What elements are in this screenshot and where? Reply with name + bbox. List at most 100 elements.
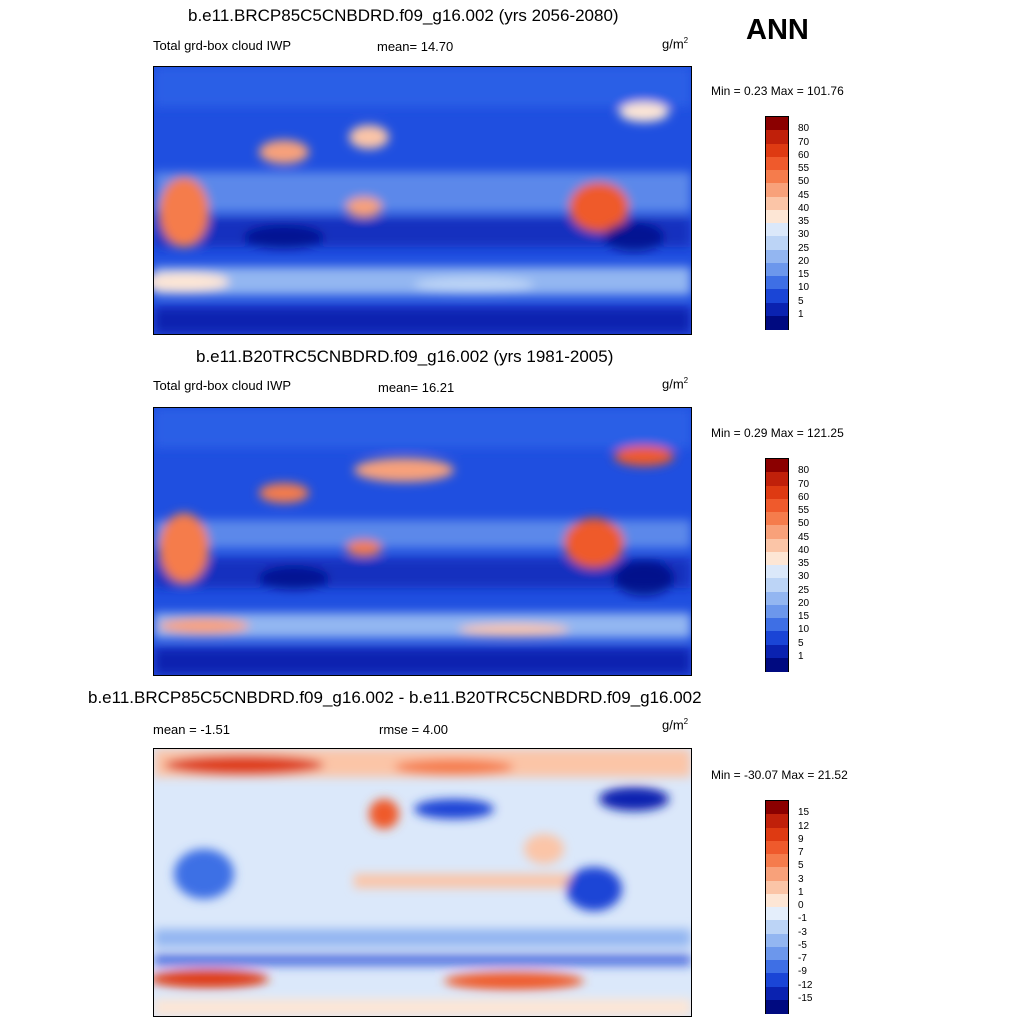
colorbar-cell [766,854,788,868]
colorbar-tick-label: 10 [798,624,810,636]
panel-2-field [154,408,691,675]
colorbar-tick-label: -5 [798,939,807,951]
colorbar-tick-label: 55 [798,163,810,174]
colorbar-tick-label: 25 [798,584,810,596]
colorbar-cell [766,827,788,842]
panel-3-field [154,749,691,1016]
season-label: ANN [746,14,809,46]
colorbar-cell [766,209,788,224]
panel-2-title: b.e11.B20TRC5CNBDRD.f09_g16.002 (yrs 198… [196,347,614,366]
panel-1-colorbar-box [765,116,789,330]
colorbar-cell [766,880,788,895]
colorbar-tick-label: -12 [798,979,813,991]
colorbar-cell [766,933,788,948]
colorbar-tick-label: 20 [798,255,810,267]
colorbar-cell [766,196,788,211]
colorbar-tick-label: 60 [798,149,810,161]
colorbar-cell [766,973,788,987]
colorbar-cell [766,618,788,632]
colorbar-cell [766,604,788,619]
panel-3-colorbar-box [765,800,789,1014]
colorbar-cell [766,920,788,934]
panel-1-map [153,66,692,335]
colorbar-cell [766,156,788,171]
colorbar-cell [766,538,788,553]
colorbar-cell [766,999,788,1014]
colorbar-tick-label: 50 [798,176,810,188]
colorbar-cell [766,143,788,158]
colorbar-tick-label: -3 [798,926,807,938]
panel-3-minmax: Min = -30.07 Max = 21.52 [711,768,848,782]
colorbar-tick-label: 70 [798,136,810,148]
colorbar-cell [766,565,788,579]
colorbar-cell [766,551,788,566]
panel-2-units: g/m2 [662,376,689,392]
panel-3-map [153,748,692,1017]
panel-1-field [154,67,691,334]
colorbar-cell [766,631,788,645]
colorbar-cell [766,262,788,277]
panel-2-minmax: Min = 0.29 Max = 121.25 [711,426,844,440]
colorbar-tick-label: 15 [798,269,810,280]
colorbar-cell [766,183,788,197]
colorbar-cell [766,591,788,606]
colorbar-tick-label: -9 [798,966,807,978]
colorbar-tick-label: 15 [798,807,810,819]
colorbar-cell [766,315,788,330]
colorbar-tick-label: -1 [798,913,807,925]
colorbar-cell [766,130,788,144]
colorbar-tick-label: 80 [798,123,810,135]
colorbar-tick-label: 1 [798,650,804,662]
colorbar-cell [766,276,788,290]
colorbar-cell [766,578,788,592]
colorbar-tick-label: 80 [798,465,810,477]
colorbar-tick-label: 35 [798,558,810,569]
colorbar-tick-label: 45 [798,189,810,201]
colorbar-tick-label: 3 [798,873,804,885]
colorbar-cell [766,893,788,908]
colorbar-cell [766,236,788,250]
colorbar-tick-label: 40 [798,202,810,214]
colorbar-tick-label: 9 [798,833,804,845]
colorbar-tick-label: 40 [798,544,810,556]
panel-3-mean-label: mean = -1.51 [153,722,230,737]
colorbar-tick-label: 60 [798,491,810,503]
panel-1-mean-label: mean= 14.70 [377,39,454,54]
colorbar-cell [766,498,788,513]
panel-2-colorbar-box [765,458,789,672]
panel-1-units: g/m2 [662,36,689,52]
colorbar-tick-label: 15 [798,611,810,622]
colorbar-tick-label: 35 [798,216,810,227]
colorbar-tick-label: 0 [798,900,804,911]
colorbar-tick-label: 1 [798,886,804,898]
colorbar-tick-label: -15 [798,992,813,1004]
colorbar-tick-label: 10 [798,282,810,294]
colorbar-cell [766,170,788,184]
colorbar-tick-label: 45 [798,531,810,543]
colorbar-tick-label: 25 [798,242,810,254]
colorbar-cell [766,644,788,659]
colorbar-cell [766,907,788,921]
panel-3-units: g/m2 [662,717,689,733]
colorbar-tick-label: 5 [798,860,804,872]
panel-1-variable-label: Total grd-box cloud IWP [153,38,292,53]
panel-2-map [153,407,692,676]
colorbar-cell [766,986,788,1001]
colorbar-cell [766,814,788,828]
panel-2-variable-label: Total grd-box cloud IWP [153,378,292,393]
colorbar-cell [766,960,788,974]
colorbar-cell [766,525,788,539]
colorbar-tick-label: -7 [798,953,807,964]
colorbar-cell [766,249,788,264]
colorbar-tick-label: 30 [798,571,810,583]
panel-1-title: b.e11.BRCP85C5CNBDRD.f09_g16.002 (yrs 20… [188,6,619,25]
colorbar-cell [766,801,788,815]
colorbar-tick-label: 55 [798,505,810,516]
colorbar-tick-label: 5 [798,295,804,307]
colorbar-cell [766,472,788,486]
colorbar-tick-label: 1 [798,308,804,320]
panel-3-rmse-label: rmse = 4.00 [379,722,449,737]
colorbar-cell [766,459,788,473]
panel-3-title: b.e11.BRCP85C5CNBDRD.f09_g16.002 - b.e11… [88,688,702,707]
colorbar-cell [766,840,788,855]
